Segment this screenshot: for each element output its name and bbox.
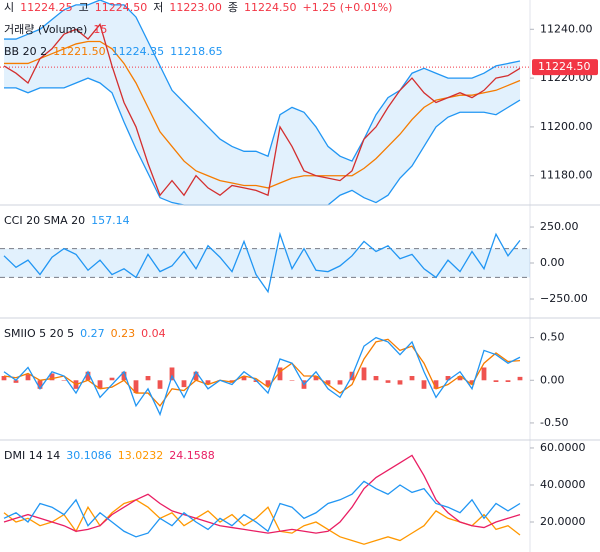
legend-text: 11224.35: [112, 45, 165, 58]
histogram-bar: [157, 380, 163, 389]
y-tick-label: 11180.00: [540, 169, 593, 182]
histogram-bar: [37, 380, 43, 389]
y-tick-label: 60.0000: [540, 441, 586, 454]
histogram-bar: [133, 380, 139, 394]
histogram-bar: [277, 367, 283, 381]
histogram-bar: [85, 371, 91, 381]
series-line: [3, 480, 521, 538]
y-tick-label: 20.0000: [540, 515, 586, 528]
histogram-bar: [421, 380, 427, 389]
histogram-bar: [409, 376, 415, 381]
histogram-bar: [469, 380, 475, 385]
histogram-bar: [169, 367, 175, 381]
histogram-bar: [181, 380, 187, 388]
legend-text: SMIIO 5 20 5: [4, 327, 74, 340]
legend-text: 11224.50: [244, 1, 297, 14]
histogram-bar: [481, 367, 487, 381]
y-tick-label: 40.0000: [540, 478, 586, 491]
histogram-bar: [289, 380, 295, 381]
histogram-bar: [61, 380, 67, 381]
histogram-bar: [205, 380, 211, 385]
histogram-bar: [313, 376, 319, 381]
histogram-bar: [397, 380, 403, 385]
legend-text: +1.25 (+0.01%): [303, 1, 393, 14]
legend-text: 시: [4, 1, 14, 14]
histogram-bar: [265, 380, 271, 387]
y-tick-label: 250.00: [540, 220, 579, 233]
legend-text: 11224.25: [20, 1, 73, 14]
last-price-box: [532, 59, 598, 76]
series-line: [3, 231, 521, 294]
histogram-bar: [433, 380, 439, 389]
histogram-bar: [193, 371, 199, 381]
histogram-bar: [145, 376, 151, 381]
series-line: [3, 454, 521, 534]
y-tick-label: 11200.00: [540, 120, 593, 133]
legend-text: 11224.50: [95, 1, 148, 14]
histogram-bar: [109, 377, 115, 381]
histogram-bar: [457, 376, 463, 381]
histogram-bar: [361, 367, 367, 381]
legend-text: 11221.50: [53, 45, 106, 58]
legend-text: 30.1086: [66, 449, 112, 462]
legend-text: 24.1588: [169, 449, 215, 462]
histogram-bar: [373, 376, 379, 381]
y-tick-label: 0.00: [540, 373, 565, 386]
y-tick-label: −250.00: [540, 292, 588, 305]
legend-text: 0.04: [141, 327, 166, 340]
series-line: [3, 499, 521, 545]
histogram-bar: [13, 380, 19, 383]
y-tick-label: 0.50: [540, 331, 565, 344]
histogram-bar: [121, 371, 127, 381]
legend-text: 157.14: [91, 214, 130, 227]
y-tick-label: -0.50: [540, 416, 568, 429]
series-line: [3, 338, 521, 407]
histogram-bar: [241, 376, 247, 381]
band-fill: [4, 0, 520, 205]
histogram-bar: [49, 373, 55, 381]
legend-text: 11223.00: [169, 1, 222, 14]
legend-text: DMI 14 14: [4, 449, 60, 462]
histogram-bar: [385, 380, 391, 383]
y-tick-label: 0.00: [540, 256, 565, 269]
last-price-label: 11224.50: [538, 60, 591, 73]
legend-text: 거래량 (Volume): [4, 23, 87, 36]
histogram-bar: [1, 376, 7, 381]
histogram-bar: [25, 374, 31, 381]
band-fill: [0, 248, 530, 278]
series-line: [3, 23, 521, 197]
legend-text: 11218.65: [170, 45, 223, 58]
legend-text: 0.27: [80, 327, 105, 340]
legend-text: 0.23: [111, 327, 136, 340]
histogram-bar: [493, 380, 499, 382]
series-line: [4, 0, 521, 162]
legend-text: 고: [79, 1, 89, 14]
histogram-bar: [97, 380, 103, 389]
histogram-bar: [517, 376, 523, 381]
series-line: [3, 336, 521, 417]
legend-text: BB 20 2: [4, 45, 47, 58]
legend-text: 종: [228, 1, 238, 14]
histogram-bar: [445, 376, 451, 381]
histogram-bar: [325, 380, 331, 385]
legend-text: 13.0232: [118, 449, 164, 462]
histogram-bar: [505, 380, 511, 382]
legend-text: 저: [153, 1, 163, 14]
legend-text: 15: [93, 23, 107, 36]
histogram-bar: [337, 380, 343, 385]
legend-text: CCI 20 SMA 20: [4, 214, 85, 227]
y-tick-label: 11240.00: [540, 22, 593, 35]
